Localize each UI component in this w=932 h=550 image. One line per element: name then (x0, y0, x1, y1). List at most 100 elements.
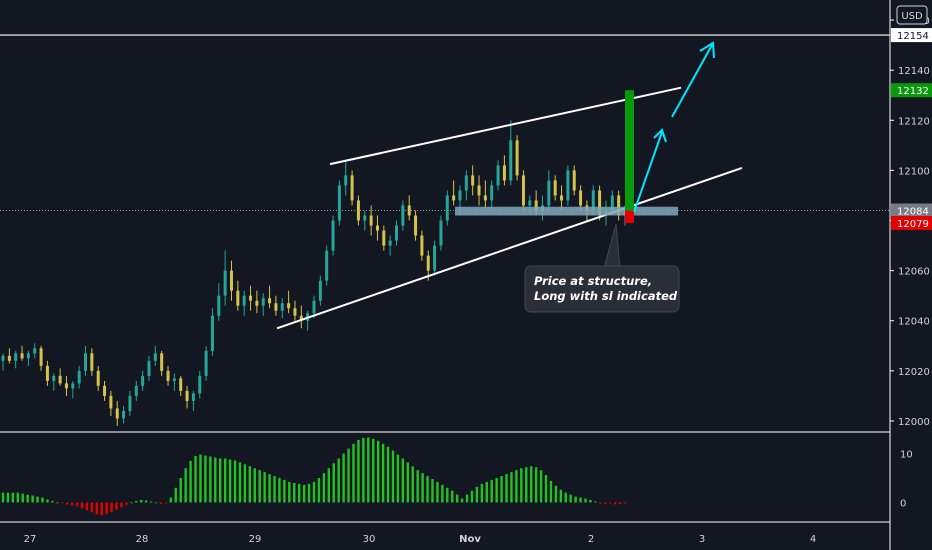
candle-body (356, 200, 360, 221)
histogram-bar (599, 502, 602, 504)
histogram-bar (510, 472, 513, 503)
time-tick-label: Nov (459, 534, 481, 545)
histogram-bar (51, 500, 54, 503)
histogram-bar (317, 478, 321, 503)
histogram-bar (144, 500, 148, 503)
indicator-tick-label: 0 (900, 498, 906, 509)
histogram-bar (406, 462, 409, 503)
time-tick-label: 2 (588, 534, 594, 545)
price-tag-label: 12154 (897, 31, 929, 42)
candle-body (566, 170, 570, 201)
candle-body (287, 303, 291, 309)
histogram-bar (391, 450, 395, 503)
candle-body (471, 175, 475, 186)
candle-body (496, 165, 500, 186)
candle-body (185, 390, 189, 401)
histogram-bar (589, 500, 592, 503)
histogram-bar (376, 440, 380, 503)
histogram-bar (31, 495, 34, 503)
lower-trendline[interactable] (276, 166, 743, 330)
annotation-line-2: Long with sl indicated (534, 289, 678, 303)
histogram-bar (41, 497, 44, 503)
candle-body (20, 353, 24, 359)
histogram-bar (436, 481, 439, 503)
histogram-bar (451, 490, 454, 503)
arrow-line-icon[interactable] (671, 44, 713, 118)
histogram-bar (327, 468, 331, 503)
histogram-bar (530, 466, 533, 503)
candle-body (71, 383, 75, 389)
take-profit-bar[interactable] (625, 90, 634, 211)
candle-body (77, 370, 81, 384)
upper-trendline[interactable] (329, 86, 682, 166)
price-tick-label: 12040 (898, 317, 930, 328)
price-tick-label: 12060 (898, 267, 930, 278)
currency-label: USD (901, 11, 923, 22)
histogram-bar (189, 460, 192, 503)
histogram-bar (209, 456, 212, 503)
candle-body (344, 175, 348, 186)
histogram-bar (253, 468, 256, 503)
histogram-bar (214, 457, 217, 503)
price-tick-label: 12120 (898, 116, 930, 127)
histogram-bar (569, 494, 572, 503)
support-zone[interactable] (455, 206, 678, 216)
histogram-bar (421, 473, 424, 503)
candle-body (134, 385, 138, 396)
arrow-line-icon[interactable] (633, 131, 663, 213)
candle-body (534, 200, 538, 211)
histogram-bar (228, 459, 232, 503)
histogram-bar (381, 443, 385, 503)
histogram-bar (248, 466, 252, 503)
price-tag (891, 216, 932, 231)
histogram-bar (500, 476, 503, 503)
candle-body (255, 300, 259, 306)
candle-body (236, 290, 240, 306)
candle-body (153, 353, 157, 361)
histogram-bar (80, 502, 84, 509)
histogram-bar (544, 475, 548, 503)
histogram-bar (70, 502, 74, 506)
time-tick-label: 30 (363, 534, 376, 545)
candle-body (198, 375, 202, 394)
candle-body (591, 190, 595, 211)
currency-badge[interactable] (896, 5, 928, 25)
price-tag (891, 28, 932, 43)
histogram-bar (564, 492, 567, 503)
candle-body (490, 185, 494, 201)
candle-body (464, 175, 468, 191)
candle-body (579, 190, 583, 206)
histogram-bar (278, 478, 281, 503)
histogram-bar (90, 502, 94, 513)
candle-body (375, 225, 379, 231)
candle-body (172, 378, 176, 381)
candle-body (39, 348, 43, 366)
histogram-bar (604, 502, 607, 504)
candle-body (160, 353, 164, 371)
candle-body (268, 298, 272, 304)
histogram-bar (283, 479, 286, 503)
annotation-callout[interactable] (524, 265, 680, 313)
candle-body (477, 185, 481, 196)
stop-loss-bar[interactable] (625, 210, 634, 224)
histogram-bar (110, 502, 113, 513)
histogram-bar (342, 453, 345, 503)
candle-body (509, 140, 513, 181)
histogram-bar (347, 448, 350, 503)
candle-body (64, 383, 68, 389)
histogram-bar (426, 476, 429, 503)
histogram-bar (36, 496, 39, 503)
candle-body (274, 303, 278, 311)
price-tag-label: 12084 (897, 206, 929, 217)
histogram-bar (490, 479, 493, 503)
candle-body (90, 353, 94, 371)
candle-body (109, 395, 113, 409)
histogram-bar (520, 468, 523, 503)
histogram-bar (135, 500, 138, 503)
histogram-bar (372, 438, 375, 503)
histogram-bar (465, 494, 469, 503)
histogram-bar (539, 470, 543, 503)
